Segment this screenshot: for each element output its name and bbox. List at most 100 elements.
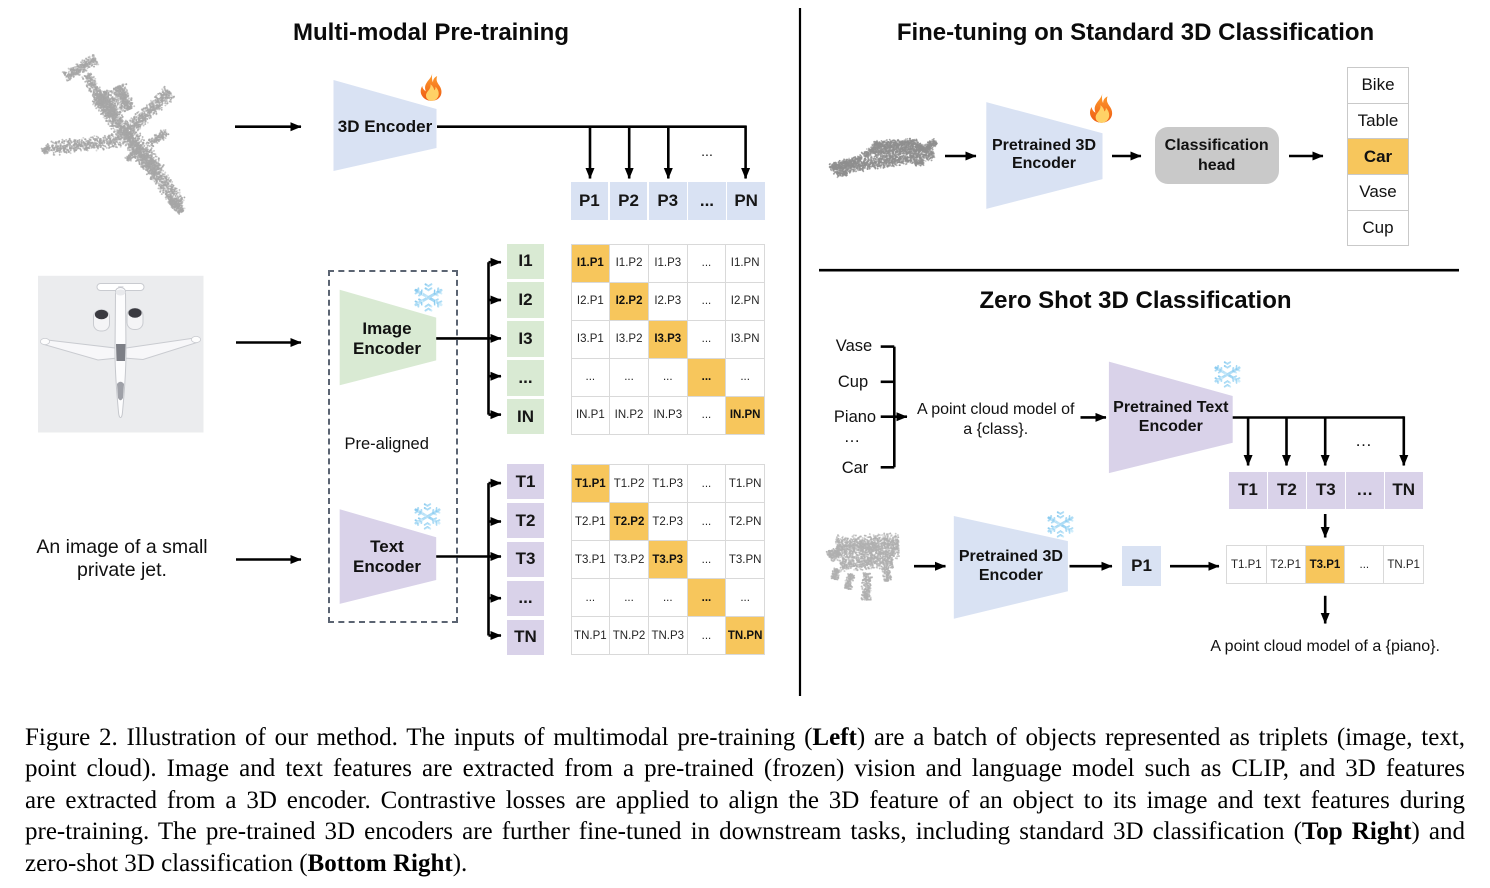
3d-encoder-shape bbox=[333, 80, 437, 171]
piano-point-cloud bbox=[825, 532, 900, 601]
zs-sim-cell: T1.P1 bbox=[1227, 545, 1266, 584]
i-matrix-cell: I1.P2 bbox=[610, 244, 648, 282]
p-cell: PN bbox=[727, 182, 765, 220]
class-cell: Table bbox=[1348, 103, 1408, 139]
t-matrix-cell: TN.PN bbox=[726, 617, 764, 654]
caption-line: are extracted from a 3D encoder. Contras… bbox=[25, 786, 1465, 814]
t-matrix-cell: TN.P2 bbox=[610, 617, 648, 654]
zs-sim-cell: T2.P1 bbox=[1266, 545, 1305, 584]
p-row: P1 P2 P3... PN bbox=[570, 182, 765, 220]
t-matrix-cell: ... bbox=[571, 579, 610, 616]
t-label-cell: T2 bbox=[507, 502, 544, 539]
t-matrix-cell: ... bbox=[687, 541, 726, 578]
zs-text-encoder-label: Pretrained Text Encoder bbox=[1113, 399, 1229, 435]
t-label-column: T1 T2 T3... TN bbox=[507, 464, 544, 655]
i-matrix-cell: IN.P1 bbox=[571, 396, 610, 434]
i-matrix-cell: IN.PN bbox=[726, 396, 764, 434]
zs-3d-encoder-shape bbox=[953, 516, 1068, 619]
i-label-column: I1 I2 I3... IN bbox=[507, 243, 544, 435]
i-matrix-cell: I3.P1 bbox=[571, 320, 610, 358]
i-label-cell: I2 bbox=[507, 282, 544, 318]
zs-class-ellipsis: … bbox=[843, 428, 861, 446]
class-cell: Vase bbox=[1348, 174, 1408, 210]
t-matrix-cell: T3.P3 bbox=[648, 541, 687, 578]
text-encoder-label: Text Encoder bbox=[352, 536, 422, 576]
i-matrix-cell: I2.P2 bbox=[610, 282, 648, 320]
class-cell: Cup bbox=[1348, 210, 1408, 246]
i-label-cell: I3 bbox=[507, 321, 544, 357]
car-point-cloud bbox=[828, 137, 938, 179]
i-matrix-cell: I3.P3 bbox=[648, 320, 687, 358]
i-matrix-cell: I3.PN bbox=[726, 320, 764, 358]
t-matrix-cell: T1.P3 bbox=[648, 465, 687, 502]
t-matrix-cell: T2.P2 bbox=[610, 503, 648, 540]
zs-t-cell: T2 bbox=[1268, 471, 1306, 509]
caption-line: point cloud). Image and text features ar… bbox=[25, 755, 1465, 783]
t-matrix-cell: ... bbox=[687, 465, 726, 502]
i-label-cell: IN bbox=[507, 399, 544, 435]
t-matrix-cell: T2.PN bbox=[726, 503, 764, 540]
p-cell: P3 bbox=[648, 182, 687, 220]
zs-t-row-ellipsis: … bbox=[1355, 431, 1372, 450]
i-matrix-cell: I3.P2 bbox=[610, 320, 648, 358]
i-matrix-cell: I2.P1 bbox=[571, 282, 610, 320]
t-matrix-cell: T3.P2 bbox=[610, 541, 648, 578]
t-matrix-cell: TN.P3 bbox=[648, 617, 687, 654]
text-point-matrix: T1.P1 T1.P2 T1.P3... T1.PN T2.P1 T2.P2 T2.P3..… bbox=[570, 464, 765, 655]
t-matrix-cell: T2.P1 bbox=[571, 503, 610, 540]
t-matrix-cell: ... bbox=[687, 503, 726, 540]
t-label-cell: TN bbox=[507, 619, 544, 655]
encoder-shapes bbox=[333, 80, 1233, 619]
zs-class-cup: Cup bbox=[837, 373, 869, 391]
zs-prompt-text: A point cloud model of a {class}. bbox=[916, 401, 1075, 438]
zs-sim-cell: ... bbox=[1345, 545, 1384, 584]
p-row-ellipsis: ... bbox=[701, 143, 713, 159]
zs-sim-cell: TN.P1 bbox=[1384, 545, 1423, 584]
image-encoder-shape bbox=[339, 289, 437, 386]
zs-class-vase: Vase bbox=[835, 337, 873, 355]
jet-photo bbox=[38, 275, 204, 433]
t-matrix-cell: ... bbox=[687, 617, 726, 654]
i-label-cell: ... bbox=[507, 360, 544, 396]
i-matrix-cell: ... bbox=[726, 358, 764, 396]
i-matrix-cell: ... bbox=[571, 358, 610, 396]
text-encoder-shape bbox=[339, 509, 437, 604]
i-matrix-cell: ... bbox=[610, 358, 648, 396]
zs-t-cell: T1 bbox=[1229, 471, 1267, 509]
finetune-title: Fine-tuning on Standard 3D Classificatio… bbox=[896, 19, 1375, 46]
p-cell: P2 bbox=[609, 182, 648, 220]
class-cell: Bike bbox=[1348, 67, 1408, 103]
t-label-cell: ... bbox=[507, 580, 544, 617]
i-matrix-cell: ... bbox=[687, 358, 726, 396]
fire-icon bbox=[1090, 92, 1113, 123]
snowflake-icon bbox=[1214, 359, 1241, 390]
zs-result-text: A point cloud model of a {piano}. bbox=[1210, 637, 1440, 655]
zs-t-cell: … bbox=[1345, 471, 1384, 509]
image-encoder-label: Image Encoder bbox=[352, 318, 422, 358]
classification-head-box: Classification head bbox=[1154, 127, 1279, 185]
ft-encoder-label: Pretrained 3D Encoder bbox=[991, 136, 1097, 173]
zs-sim-cell: T3.P1 bbox=[1305, 545, 1345, 584]
emoji-icons bbox=[414, 72, 1241, 540]
image-point-matrix: I1.P1 I1.P2 I1.P3... I1.PN I2.P1 I2.P2 I2.P3..… bbox=[570, 243, 765, 435]
t-label-cell: T1 bbox=[507, 464, 544, 500]
t-matrix-cell: T1.P1 bbox=[571, 465, 610, 502]
t-matrix-cell: T2.P3 bbox=[648, 503, 687, 540]
zeroshot-title: Zero Shot 3D Classification bbox=[979, 287, 1292, 314]
zs-t-row: T1 T2 T3… TN bbox=[1229, 471, 1423, 509]
prealigned-label: Pre-aligned bbox=[344, 434, 429, 453]
i-matrix-cell: IN.P3 bbox=[648, 396, 687, 434]
p-cell: ... bbox=[688, 182, 726, 220]
zs-text-encoder-shape bbox=[1108, 361, 1233, 474]
t-matrix-cell: T3.P1 bbox=[571, 541, 610, 578]
i-matrix-cell: ... bbox=[687, 282, 726, 320]
i-matrix-cell: I1.P1 bbox=[571, 244, 610, 282]
snowflake-icon bbox=[414, 501, 441, 532]
prealigned-box bbox=[328, 270, 458, 624]
p-cell: P1 bbox=[570, 182, 609, 220]
i-matrix-cell: I1.P3 bbox=[648, 244, 687, 282]
caption-line: pre-training. The pre-trained 3D encoder… bbox=[25, 818, 1465, 846]
zs-t-cell: TN bbox=[1384, 471, 1423, 509]
